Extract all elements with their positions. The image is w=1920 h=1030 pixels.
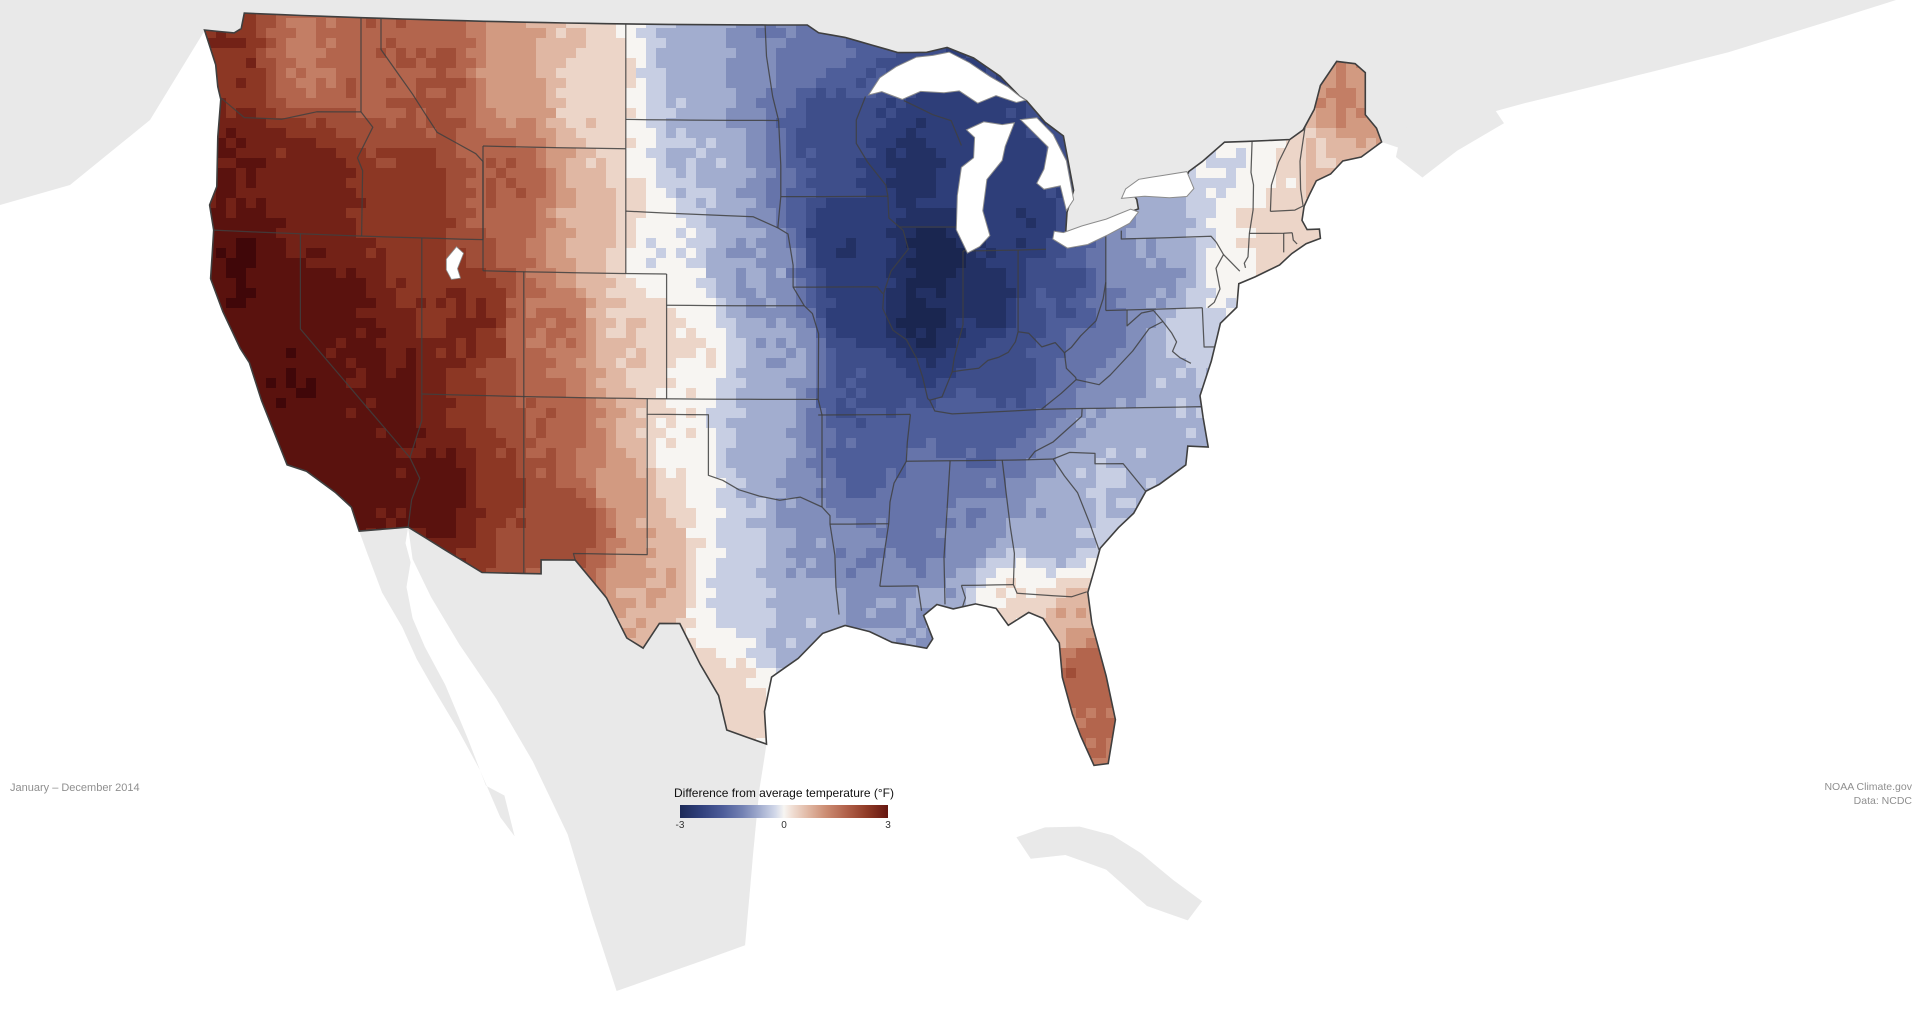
great-lakes [867, 51, 1195, 254]
state-borders [213, 17, 1315, 615]
legend-title: Difference from average temperature (°F) [674, 786, 894, 800]
legend-tick-max: 3 [885, 820, 891, 831]
source-line2: Data: NCDC [1853, 795, 1912, 808]
source-attribution: NOAA Climate.gov Data: NCDC [1824, 780, 1912, 808]
source-line1: NOAA Climate.gov [1824, 781, 1912, 793]
great-salt-lake [445, 246, 465, 280]
period-label: January – December 2014 [10, 782, 140, 794]
legend-ticks: -3 0 3 [676, 820, 891, 833]
legend-colorbar [680, 805, 888, 818]
legend-tick-mid: 0 [781, 820, 787, 831]
neighbor-landmass [0, 0, 1897, 991]
legend-tick-min: -3 [675, 820, 685, 831]
legend: Difference from average temperature (°F)… [644, 786, 924, 833]
us-outline [203, 12, 1383, 767]
